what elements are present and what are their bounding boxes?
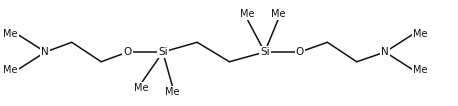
Text: O: O xyxy=(296,47,304,57)
Text: Me: Me xyxy=(3,65,18,75)
Text: N: N xyxy=(42,47,49,57)
Text: Me: Me xyxy=(3,29,18,40)
Text: O: O xyxy=(124,47,132,57)
Text: N: N xyxy=(381,47,389,57)
Text: Si: Si xyxy=(158,47,168,57)
Text: Me: Me xyxy=(413,65,427,75)
Text: Me: Me xyxy=(271,9,286,19)
Text: Me: Me xyxy=(134,83,148,93)
Text: Me: Me xyxy=(165,87,180,97)
Text: Me: Me xyxy=(413,29,427,40)
Text: Si: Si xyxy=(260,47,269,57)
Text: Me: Me xyxy=(240,9,254,19)
